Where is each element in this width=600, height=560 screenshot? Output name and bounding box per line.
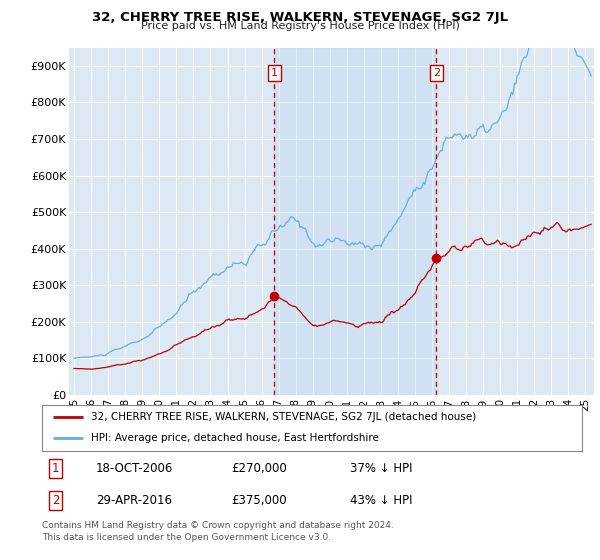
Text: 2: 2 (433, 68, 440, 78)
Text: 32, CHERRY TREE RISE, WALKERN, STEVENAGE, SG2 7JL (detached house): 32, CHERRY TREE RISE, WALKERN, STEVENAGE… (91, 412, 476, 422)
Text: Contains HM Land Registry data © Crown copyright and database right 2024.
This d: Contains HM Land Registry data © Crown c… (42, 521, 394, 542)
Text: 1: 1 (52, 462, 59, 475)
Text: HPI: Average price, detached house, East Hertfordshire: HPI: Average price, detached house, East… (91, 433, 379, 444)
Text: 37% ↓ HPI: 37% ↓ HPI (350, 462, 412, 475)
Text: 2: 2 (52, 494, 59, 507)
Text: £375,000: £375,000 (231, 494, 287, 507)
Text: 29-APR-2016: 29-APR-2016 (96, 494, 172, 507)
Text: 1: 1 (271, 68, 278, 78)
Text: 43% ↓ HPI: 43% ↓ HPI (350, 494, 412, 507)
Text: 32, CHERRY TREE RISE, WALKERN, STEVENAGE, SG2 7JL: 32, CHERRY TREE RISE, WALKERN, STEVENAGE… (92, 11, 508, 24)
Text: 18-OCT-2006: 18-OCT-2006 (96, 462, 173, 475)
Bar (274, 48, 436, 395)
Text: Price paid vs. HM Land Registry's House Price Index (HPI): Price paid vs. HM Land Registry's House … (140, 21, 460, 31)
Text: £270,000: £270,000 (231, 462, 287, 475)
